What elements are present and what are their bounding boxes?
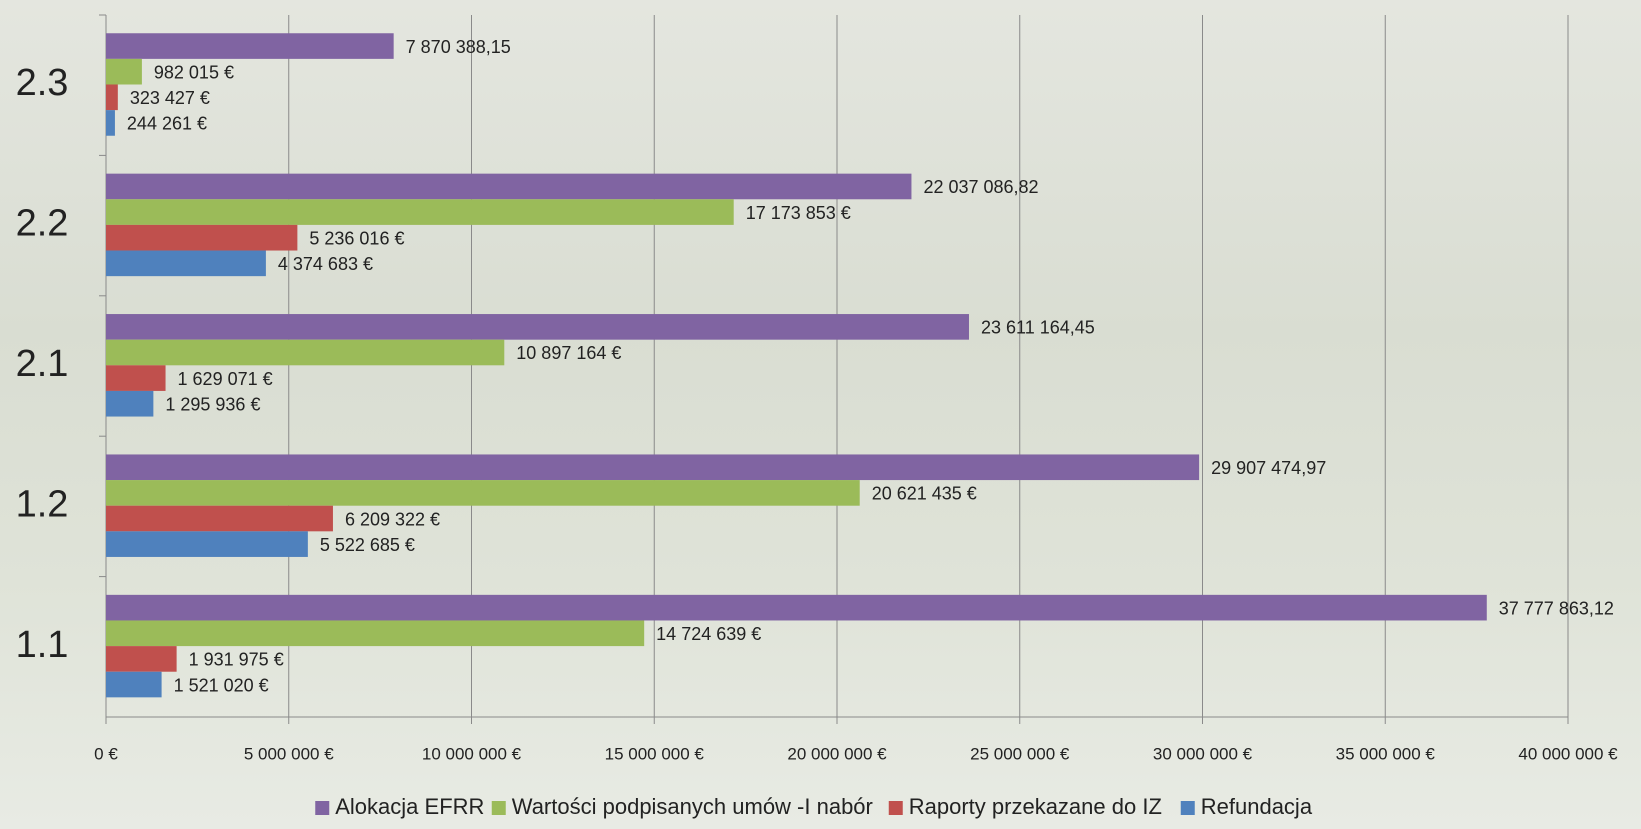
- bar: [106, 110, 115, 136]
- value-label: 37 777 863,12: [1499, 598, 1614, 618]
- legend-label: Wartości podpisanych umów -I nabór: [512, 794, 873, 819]
- bar: [106, 33, 394, 59]
- x-tick-label: 5 000 000 €: [244, 744, 334, 763]
- legend-swatch: [1180, 801, 1195, 815]
- y-tick-label: 1.2: [16, 483, 69, 525]
- value-label: 5 236 016 €: [309, 228, 404, 248]
- x-tick-label: 10 000 000 €: [422, 744, 522, 763]
- legend-swatch: [491, 801, 506, 815]
- legend-label: Raporty przekazane do IZ: [909, 794, 1162, 819]
- value-label: 6 209 322 €: [345, 509, 440, 529]
- legend-swatch: [315, 801, 330, 815]
- bar: [106, 480, 860, 506]
- x-tick-label: 15 000 000 €: [605, 744, 705, 763]
- y-tick-label: 2.2: [16, 203, 69, 245]
- y-tick-label: 2.3: [16, 62, 69, 104]
- y-tick-label: 1.1: [16, 624, 69, 666]
- bar: [106, 224, 298, 251]
- bar: [106, 594, 1487, 621]
- value-label: 14 724 639 €: [656, 624, 761, 644]
- legend-swatch: [888, 801, 903, 815]
- bar: [106, 199, 734, 225]
- x-tick-label: 20 000 000 €: [787, 744, 887, 763]
- y-tick-label: 2.1: [16, 343, 69, 385]
- bar: [106, 339, 505, 366]
- bar: [106, 390, 154, 417]
- bar: [106, 58, 142, 85]
- value-label: 1 295 936 €: [165, 394, 260, 414]
- bar: [106, 250, 266, 277]
- value-label: 1 521 020 €: [174, 675, 269, 695]
- bar: [106, 620, 645, 647]
- bar: [106, 84, 118, 111]
- value-label: 29 907 474,97: [1211, 458, 1326, 478]
- value-label: 1 629 071 €: [178, 369, 273, 389]
- x-tick-label: 0 €: [94, 744, 118, 763]
- value-label: 4 374 683 €: [278, 254, 373, 274]
- bar: [106, 173, 912, 200]
- x-tick-label: 25 000 000 €: [970, 744, 1070, 763]
- value-label: 7 870 388,15: [406, 37, 511, 57]
- legend-label: Alokacja EFRR: [335, 794, 484, 819]
- bar: [106, 505, 333, 532]
- bar: [106, 365, 166, 391]
- bar: [106, 646, 177, 672]
- value-label: 1 931 975 €: [189, 650, 284, 670]
- value-label: 982 015 €: [154, 62, 234, 82]
- value-label: 22 037 086,82: [923, 177, 1038, 197]
- value-label: 244 261 €: [127, 114, 207, 134]
- x-tick-label: 30 000 000 €: [1153, 744, 1253, 763]
- value-label: 5 522 685 €: [320, 535, 415, 555]
- value-label: 10 897 164 €: [516, 343, 621, 363]
- value-label: 17 173 853 €: [746, 203, 851, 223]
- value-label: 23 611 164,45: [981, 318, 1095, 338]
- x-tick-label: 35 000 000 €: [1336, 744, 1436, 763]
- value-label: 20 621 435 €: [872, 484, 977, 504]
- x-tick-label: 40 000 000 €: [1518, 744, 1618, 763]
- bar: [106, 531, 308, 557]
- bar: [106, 314, 969, 340]
- value-label: 323 427 €: [130, 88, 210, 108]
- legend-label: Refundacja: [1201, 794, 1313, 819]
- bar: [106, 671, 162, 698]
- bar: [106, 454, 1200, 481]
